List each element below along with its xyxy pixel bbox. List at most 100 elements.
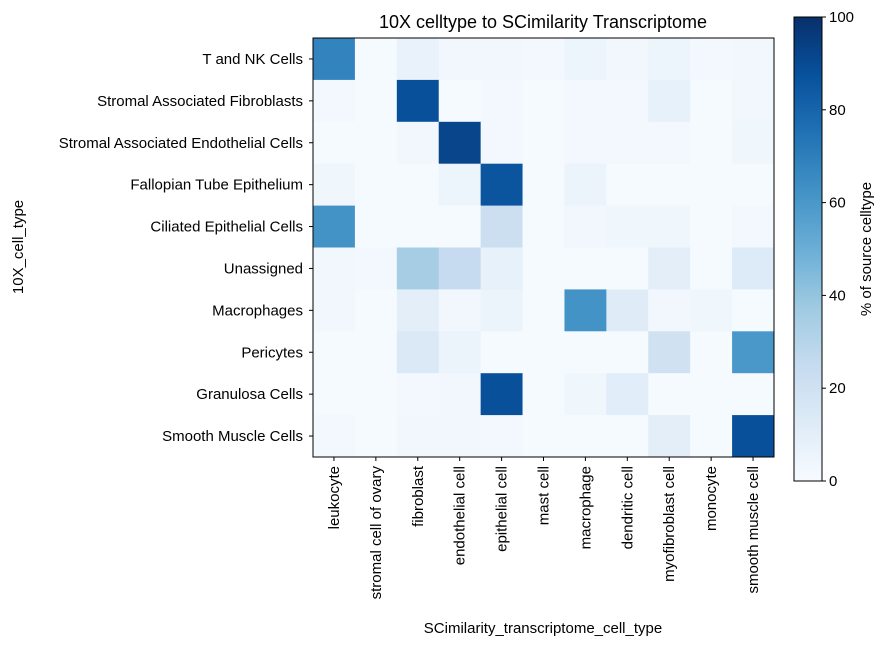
heatmap-cell [648,415,691,458]
heatmap-cell [438,415,482,458]
colorbar-tick-label: 0 [829,473,837,490]
heatmap-cell [313,38,356,81]
heatmap-cell [564,79,607,123]
y-axis-ticks: T and NK Cells Stromal Associated Fibrobl… [59,51,313,445]
heatmap-cell [480,289,524,332]
heatmap-cell [606,79,649,123]
heatmap-cell [522,79,565,123]
heatmap-cell [354,415,398,458]
heatmap-cell [313,79,356,123]
x-tick-label: macrophage [577,466,594,549]
heatmap-cell [396,79,440,123]
heatmap-cell [480,163,524,207]
colorbar-tick-label: 20 [829,380,846,397]
heatmap-cell [480,247,524,290]
heatmap-cell [396,163,440,207]
colorbar-tick-label: 100 [829,9,854,26]
y-tick-label: Ciliated Epithelial Cells [150,219,303,236]
heatmap-cell [354,163,398,207]
heatmap-cell [648,79,691,123]
x-tick-label: stromal cell of ovary [368,466,385,600]
y-tick-label: Stromal Associated Endothelial Cells [59,135,303,152]
heatmap-cell [732,205,775,248]
heatmap-cell [396,205,440,248]
heatmap-cell [354,79,398,123]
heatmap-cell [354,38,398,81]
y-tick-label: Smooth Muscle Cells [162,428,303,445]
heatmap-cell [480,38,524,81]
heatmap-cell [606,289,649,332]
y-tick-label: Unassigned [224,260,303,277]
heatmap-cell [438,79,482,123]
heatmap-cell [564,163,607,207]
colorbar-tick-label: 40 [829,287,846,304]
heatmap-cell [522,38,565,81]
heatmap-cell [648,289,691,332]
heatmap-cell [606,373,649,416]
heatmap-cells [313,38,775,458]
heatmap-cell [522,415,565,458]
heatmap-cell [606,205,649,248]
heatmap-cell [648,205,691,248]
heatmap-cell [564,289,607,332]
heatmap-cell [606,38,649,81]
heatmap-cell [354,247,398,290]
x-axis-ticks: leukocyte stromal cell of ovary fibroblast… [326,457,762,599]
x-axis-label: SCimilarity_transcriptome_cell_type [424,620,662,637]
heatmap-cell [480,331,524,374]
y-tick-label: Pericytes [241,344,303,361]
heatmap-cell [313,289,356,332]
heatmap-cell [690,205,733,248]
heatmap-cell [396,121,440,165]
heatmap-cell [354,331,398,374]
heatmap-cell [354,121,398,165]
heatmap-cell [648,247,691,290]
heatmap-cell [564,121,607,165]
heatmap-cell [522,163,565,207]
heatmap-cell [396,38,440,81]
heatmap-cell [690,163,733,207]
heatmap-cell [313,331,356,374]
heatmap-cell [564,331,607,374]
colorbar-ticks: 0 20 40 60 80 100 [822,9,854,490]
x-tick-label: myofibroblast cell [661,466,678,582]
heatmap-cell [690,121,733,165]
heatmap-cell [522,373,565,416]
heatmap-cell [438,163,482,207]
heatmap-cell [606,331,649,374]
heatmap-cell [438,205,482,248]
heatmap-cell [732,373,775,416]
x-tick-label: leukocyte [326,466,343,529]
heatmap-cell [313,121,356,165]
heatmap-cell [690,373,733,416]
heatmap-cell [564,247,607,290]
heatmap-cell [648,163,691,207]
y-axis-label: 10X_cell_type [10,200,27,294]
x-tick-label: epithelial cell [494,466,511,552]
heatmap-cell [690,247,733,290]
heatmap-cell [606,163,649,207]
heatmap-cell [732,415,775,458]
heatmap-cell [648,121,691,165]
heatmap-cell [732,163,775,207]
heatmap-cell [354,289,398,332]
heatmap-cell [564,205,607,248]
heatmap-cell [313,205,356,248]
heatmap-cell [396,415,440,458]
heatmap-cell [354,205,398,248]
heatmap-cell [690,331,733,374]
y-tick-label: T and NK Cells [202,51,303,68]
heatmap-cell [564,373,607,416]
heatmap-cell [522,121,565,165]
heatmap-cell [732,331,775,374]
heatmap-cell [438,247,482,290]
heatmap-cell [313,163,356,207]
heatmap-cell [690,38,733,81]
heatmap-cell [438,38,482,81]
y-tick-label: Granulosa Cells [196,386,303,403]
heatmap-cell [522,247,565,290]
x-tick-label: mast cell [536,466,553,525]
heatmap-cell [522,289,565,332]
heatmap-cell [564,38,607,81]
